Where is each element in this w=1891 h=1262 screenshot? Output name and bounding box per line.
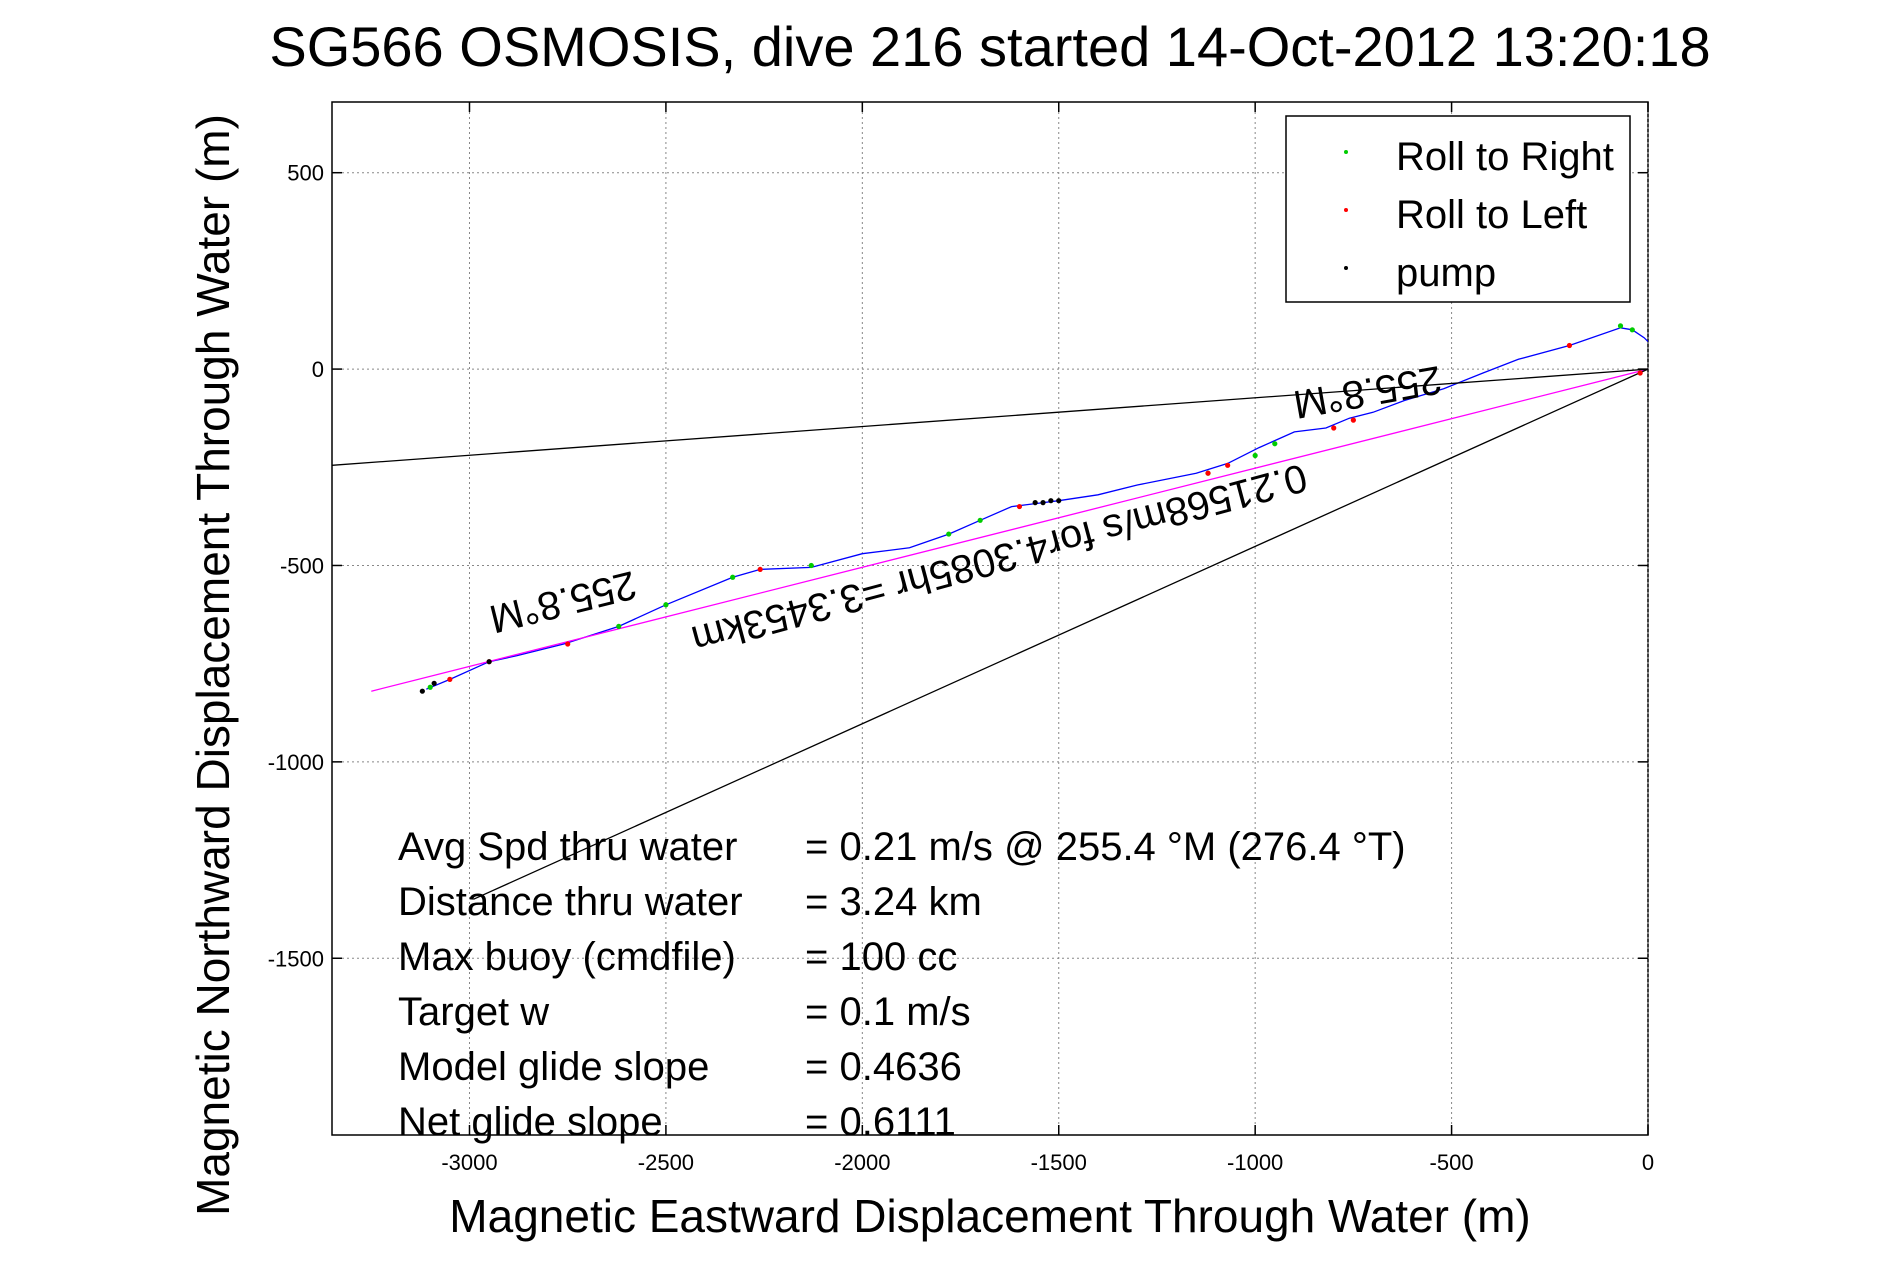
roll-right-marker (1617, 323, 1624, 329)
x-tick-label: -2000 (834, 1150, 890, 1175)
series-layer (331, 327, 1649, 900)
x-tick-label: -3000 (441, 1150, 497, 1175)
y-axis-label: Magnetic Northward Displacement Through … (187, 114, 239, 1216)
pump-marker (431, 680, 437, 686)
legend-marker-pump (1344, 266, 1348, 270)
y-tick-label: 0 (312, 357, 324, 382)
stat-label-distance: Distance thru water (398, 880, 743, 924)
roll-left-marker (1205, 470, 1211, 476)
stat-label-net-glide: Net glide slope (398, 1100, 663, 1144)
y-tick-label: -1500 (268, 946, 324, 971)
legend: Roll to Right Roll to Left pump (1285, 115, 1631, 303)
stat-value-max-buoy: = 100 cc (805, 935, 957, 979)
stats-block: Avg Spd thru water = 0.21 m/s @ 255.4 °M… (398, 825, 1406, 1144)
roll-left-marker (757, 566, 763, 573)
x-tick-labels: -3000 -2500 -2000 -1500 -1000 -500 0 (441, 1150, 1654, 1175)
roll-left-marker (1225, 462, 1231, 468)
x-tick-label: -2500 (638, 1150, 694, 1175)
stat-value-net-glide: = 0.6111 (805, 1100, 956, 1144)
stat-value-model-glide: = 0.4636 (805, 1045, 962, 1089)
stat-value-target-w: = 0.1 m/s (805, 990, 971, 1034)
roll-right-marker (1272, 441, 1278, 447)
pump-marker (1032, 500, 1038, 506)
roll-right-marker (616, 623, 622, 629)
roll-right-marker (1629, 327, 1635, 333)
roll-right-marker (663, 602, 669, 608)
series-line-heading-line-north (331, 368, 1649, 466)
roll-right-marker (977, 517, 983, 523)
series-line-heading-line-south (473, 368, 1649, 900)
stat-label-max-buoy: Max buoy (cmdfile) (398, 935, 736, 979)
x-tick-label: -500 (1430, 1150, 1474, 1175)
roll-right-marker (808, 562, 814, 569)
pump-marker (1040, 500, 1046, 506)
roll-left-marker (1566, 342, 1573, 349)
x-tick-label: -1000 (1227, 1150, 1283, 1175)
pump-marker (419, 688, 425, 694)
series-line-track (426, 327, 1649, 690)
legend-label-roll-right: Roll to Right (1396, 135, 1614, 179)
y-tick-labels: 500 0 -500 -1000 -1500 (268, 161, 324, 972)
y-tick-label: 500 (287, 161, 324, 186)
legend-label-pump: pump (1396, 251, 1496, 295)
legend-box (1285, 115, 1631, 303)
roll-right-marker (427, 684, 433, 690)
stat-label-model-glide: Model glide slope (398, 1045, 709, 1089)
roll-right-marker (1252, 452, 1258, 459)
stat-value-distance: = 3.24 km (805, 880, 982, 924)
roll-right-marker (730, 574, 736, 580)
x-tick-label: -1500 (1031, 1150, 1087, 1175)
ticks (332, 102, 1649, 1135)
x-axis-label: Magnetic Eastward Displacement Through W… (449, 1190, 1530, 1242)
pump-marker (486, 659, 492, 665)
pump-marker (1056, 498, 1062, 504)
legend-marker-roll-left (1344, 208, 1348, 212)
roll-right-marker (946, 531, 952, 537)
roll-left-marker (1350, 417, 1356, 423)
series-line-mean-course (371, 368, 1649, 692)
roll-left-marker (1016, 503, 1023, 510)
stat-label-avg-speed: Avg Spd thru water (398, 825, 737, 869)
stat-value-avg-speed: = 0.21 m/s @ 255.4 °M (276.4 °T) (805, 825, 1406, 869)
roll-left-marker (1331, 425, 1337, 431)
y-tick-label: -500 (280, 553, 324, 578)
stat-label-target-w: Target w (398, 990, 549, 1034)
legend-marker-roll-right (1344, 150, 1348, 154)
legend-label-roll-left: Roll to Left (1396, 193, 1587, 237)
chart-title: SG566 OSMOSIS, dive 216 started 14-Oct-2… (269, 15, 1710, 78)
pump-marker (1048, 498, 1054, 504)
roll-left-marker (565, 641, 571, 647)
y-tick-label: -1000 (268, 750, 324, 775)
x-tick-label: 0 (1642, 1150, 1654, 1175)
roll-left-marker (1637, 370, 1643, 376)
roll-left-marker (447, 676, 453, 682)
marker-layer (419, 323, 1643, 694)
